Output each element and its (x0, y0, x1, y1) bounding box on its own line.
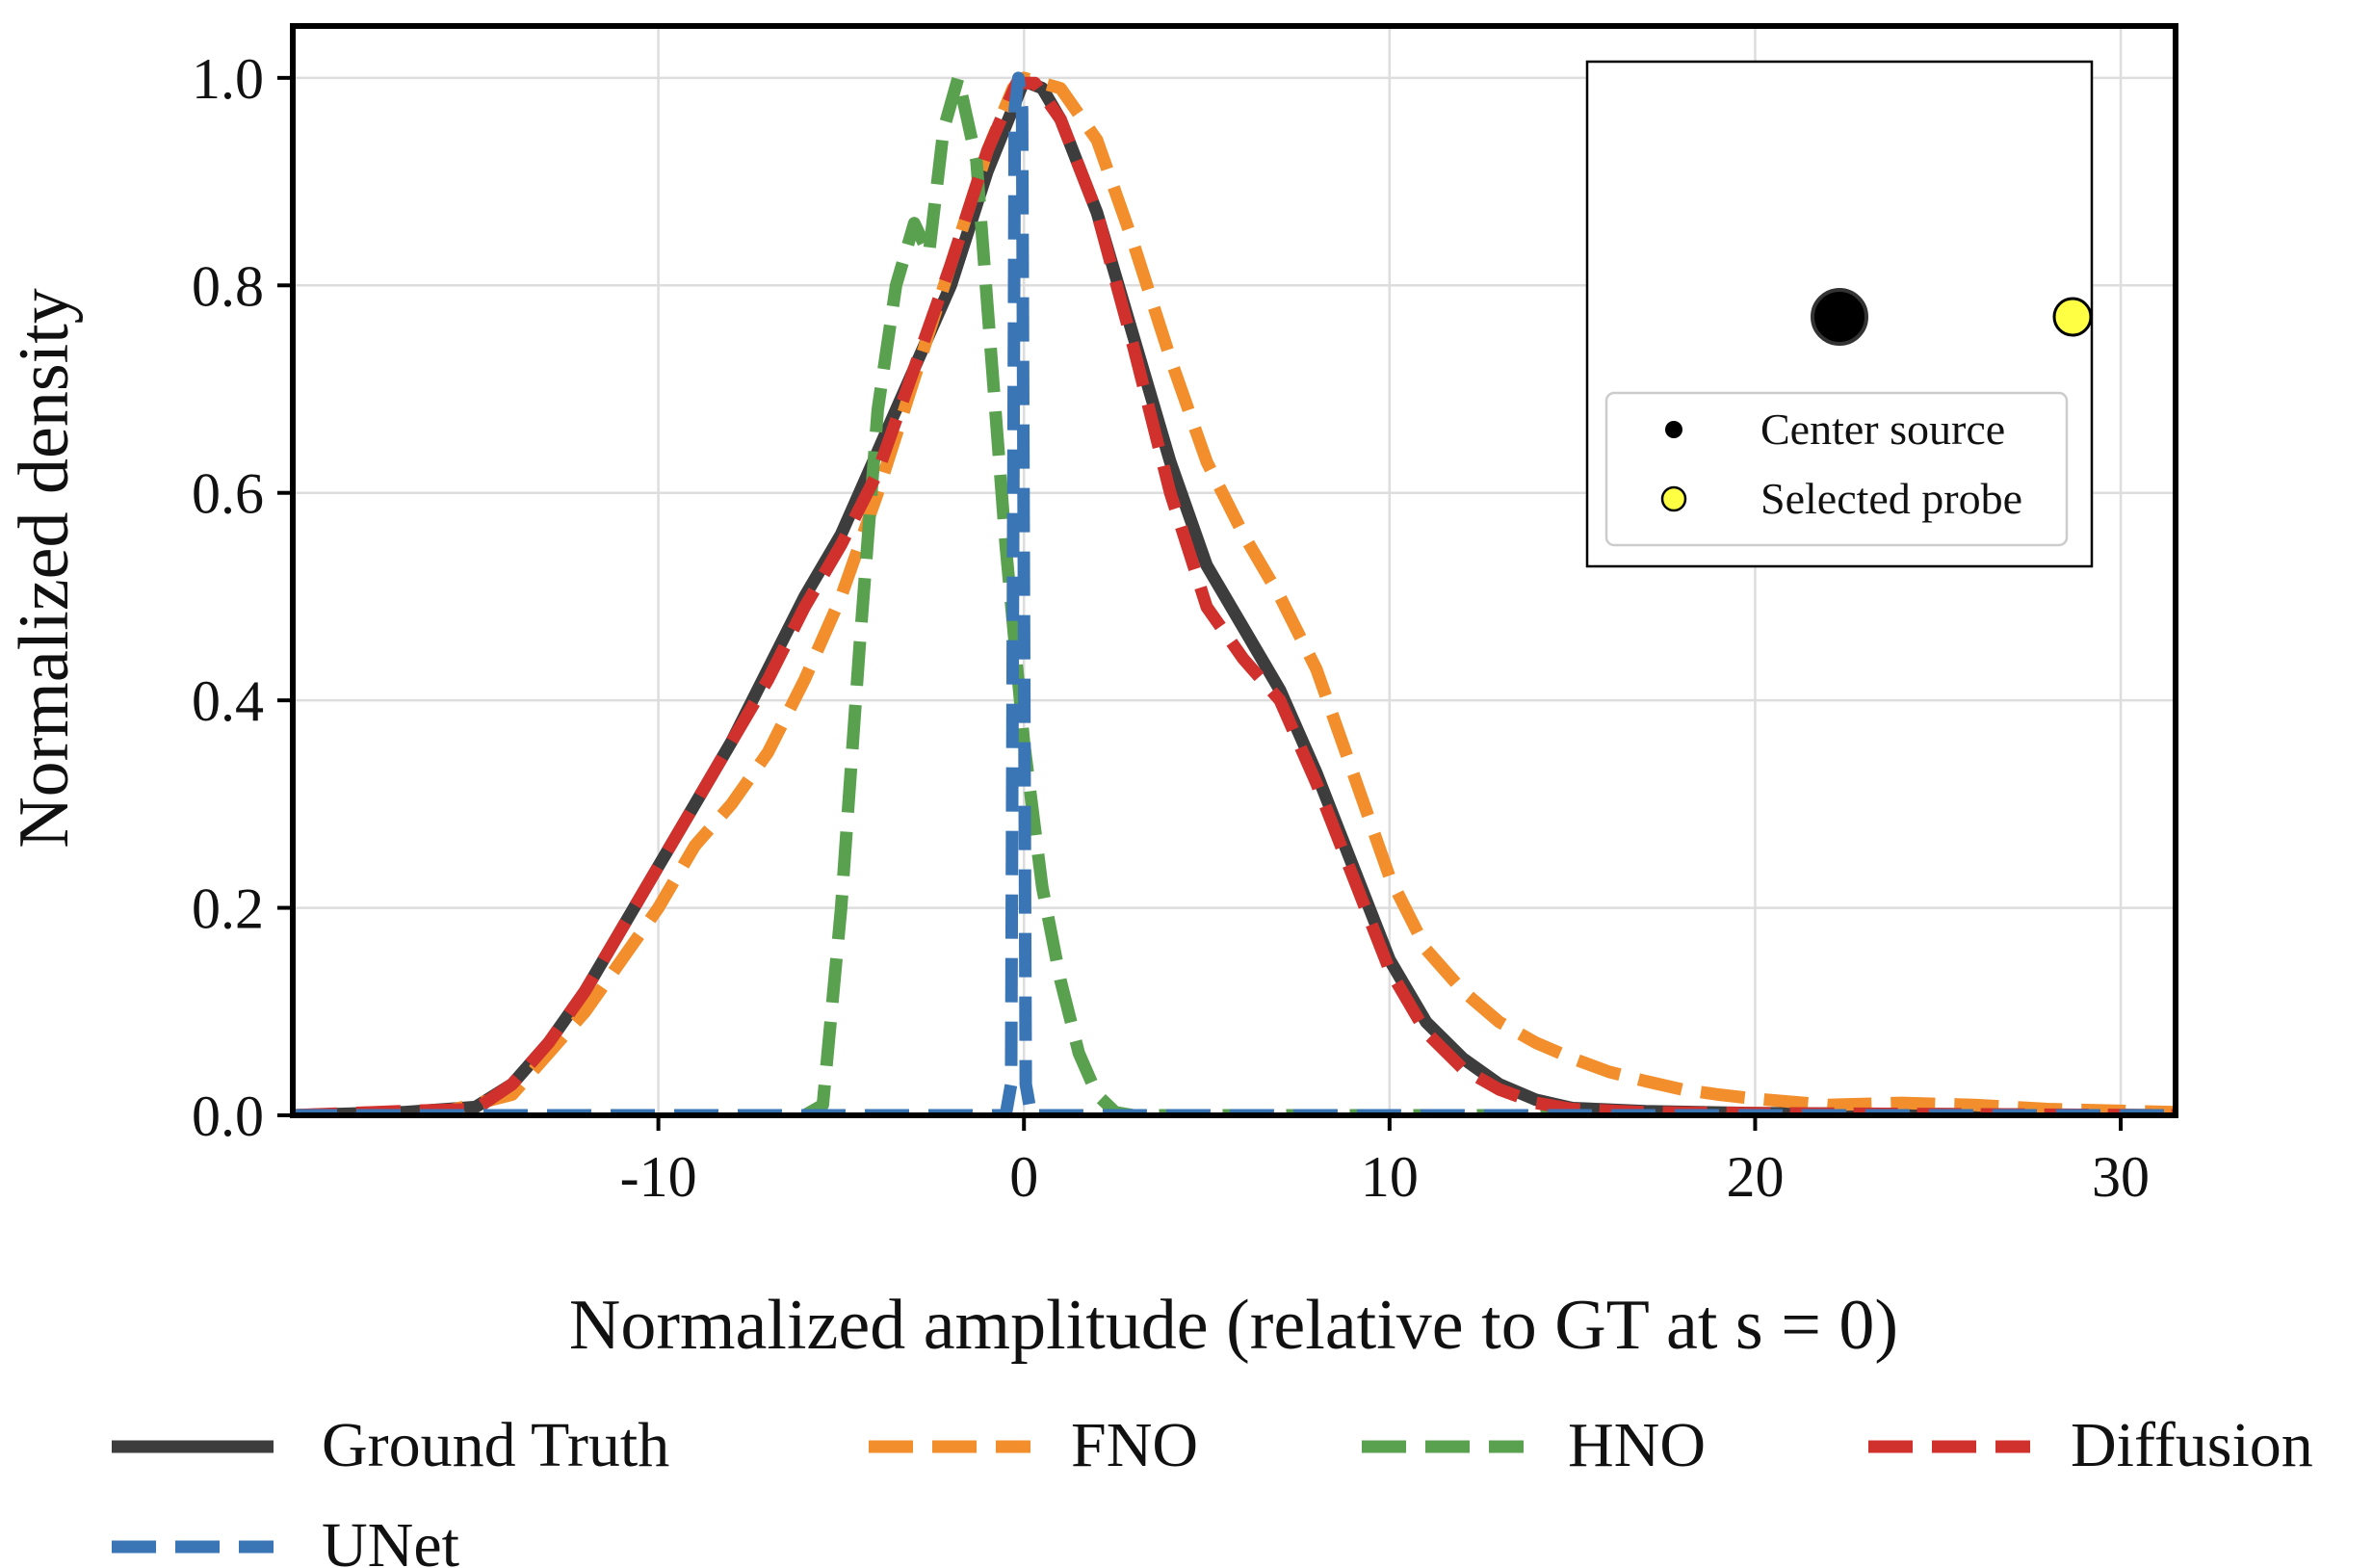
series-lines (293, 71, 2176, 1115)
plot-frame (290, 23, 2178, 1118)
x-tick-label: 30 (2092, 1145, 2150, 1209)
x-axis-label: Normalized amplitude (relative to GT at … (569, 1286, 1898, 1365)
inset-legend-box (1604, 391, 2069, 547)
series-line-unet (293, 71, 2176, 1115)
legend-label-fno: FNO (1071, 1410, 1198, 1480)
x-tick-label: 0 (1009, 1145, 1038, 1209)
center-source-marker (1811, 288, 1868, 346)
inset-panel: Center source Selected probe (1585, 60, 2094, 568)
y-tick-label: 1.0 (192, 47, 264, 111)
x-tick-label: 20 (1726, 1145, 1784, 1209)
inset-legend-probe-label: Selected probe (1760, 474, 2022, 523)
inset-legend-center-marker (1665, 421, 1682, 438)
y-tick-label: 0.6 (192, 462, 264, 526)
y-tick-label: 0.4 (192, 669, 264, 733)
y-axis-label: Normalized density (5, 288, 84, 849)
series-line-hno (293, 71, 2176, 1115)
series-line-fno (293, 71, 2176, 1115)
inset-legend-probe-marker (1660, 485, 1687, 512)
legend: Ground Truth FNO HNO Diffusion UNet (112, 1410, 2313, 1568)
x-axis-ticks: -10 0 10 20 30 (620, 1115, 2150, 1209)
y-tick-label: 0.8 (192, 254, 264, 318)
legend-label-hno: HNO (1568, 1410, 1706, 1480)
y-tick-label: 0.0 (192, 1085, 264, 1148)
legend-label-diffusion: Diffusion (2071, 1410, 2313, 1480)
x-tick-label: -10 (620, 1145, 697, 1209)
y-tick-label: 0.2 (192, 877, 264, 941)
legend-label-unet: UNet (322, 1510, 459, 1568)
inset-legend-center-label: Center source (1760, 405, 2005, 454)
selected-probe-marker (2052, 297, 2093, 337)
legend-label-ground-truth: Ground Truth (322, 1410, 669, 1480)
x-tick-label: 10 (1361, 1145, 1419, 1209)
y-axis-ticks: 0.0 0.2 0.4 0.6 0.8 1.0 (192, 47, 293, 1148)
series-line-diffusion (293, 76, 2176, 1115)
